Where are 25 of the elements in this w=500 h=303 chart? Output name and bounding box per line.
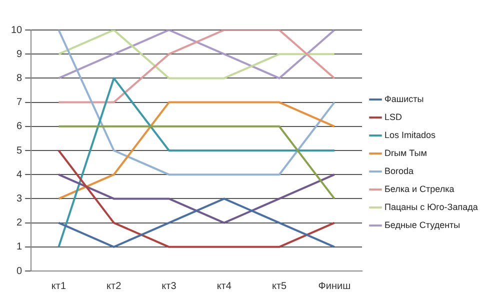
y-tick-label: 3 — [16, 193, 23, 204]
y-tick-label: 6 — [16, 121, 23, 132]
x-tick-label: кт3 — [162, 280, 177, 292]
x-tick-label: Финиш — [318, 280, 351, 292]
y-tick-label: 8 — [16, 72, 23, 84]
legend-label: Los Imitados — [384, 130, 436, 140]
y-tick-label: 7 — [16, 97, 23, 108]
x-tick-label: кт5 — [272, 280, 288, 292]
y-tick-label: 0 — [16, 266, 23, 277]
legend-label: Borodа — [384, 166, 414, 176]
x-tick-label: кт1 — [51, 280, 66, 292]
y-tick-label: 2 — [16, 218, 23, 229]
x-tick-label: кт2 — [106, 280, 122, 292]
y-tick-label: 5 — [16, 145, 23, 156]
legend-label: Drым Тым — [384, 148, 427, 158]
y-tick-label: 10 — [11, 24, 23, 36]
legend-label: Белка и Стрелка — [384, 184, 454, 194]
y-tick-label: 1 — [16, 242, 23, 253]
legend-label: Пацаны с Юго-Запада — [384, 202, 478, 212]
x-tick-label: кт4 — [216, 280, 232, 292]
legend-label: LSD — [384, 112, 403, 122]
y-tick-label: 9 — [16, 48, 23, 60]
legend-label: Бедные Студенты — [384, 220, 460, 230]
legend-label: Фашисты — [384, 94, 424, 104]
y-tick-label: 4 — [16, 169, 23, 180]
